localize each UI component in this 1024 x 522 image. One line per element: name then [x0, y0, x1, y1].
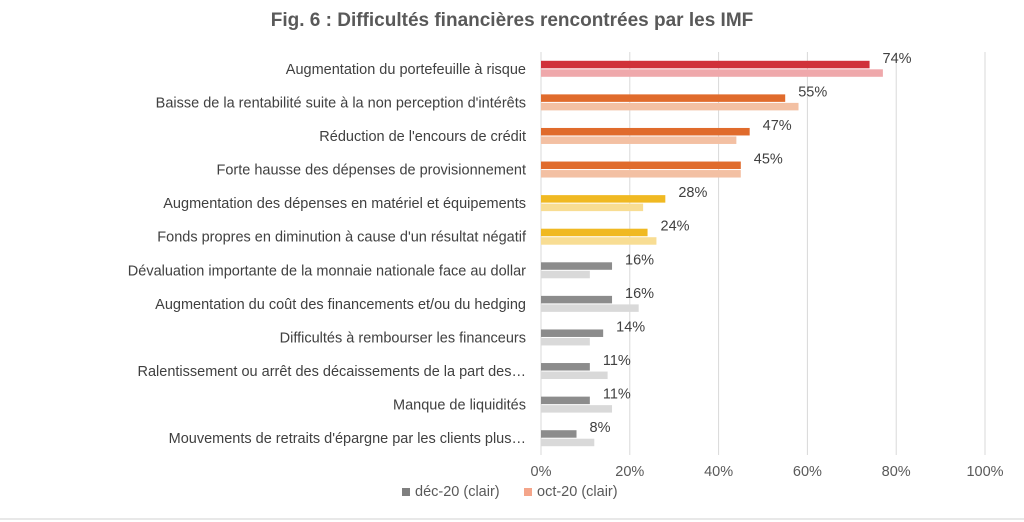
category-label: Difficultés à rembourser les financeurs — [280, 330, 526, 346]
category-label: Augmentation des dépenses en matériel et… — [163, 196, 526, 212]
bar-oct-20 — [541, 237, 657, 245]
category-label: Manque de liquidités — [393, 398, 526, 414]
data-label: 24% — [661, 219, 690, 235]
bar-dec-20 — [541, 127, 750, 136]
bar-dec-20 — [541, 396, 590, 405]
x-tick-label: 20% — [615, 464, 644, 480]
x-tick-label: 0% — [531, 464, 552, 480]
category-label: Forte hausse des dépenses de provisionne… — [216, 163, 526, 179]
category-label: Fonds propres en diminution à cause d'un… — [157, 230, 527, 246]
data-label: 55% — [798, 84, 827, 100]
bar-oct-20 — [541, 304, 639, 312]
bar-dec-20 — [541, 60, 870, 69]
category-label: Augmentation du coût des financements et… — [155, 297, 526, 313]
x-tick-label: 60% — [793, 464, 822, 480]
legend-label-dec-20: déc-20 (clair) — [415, 484, 500, 500]
bar-oct-20 — [541, 69, 883, 77]
bar-oct-20 — [541, 270, 590, 279]
category-label: Ralentissement ou arrêt des décaissement… — [138, 364, 526, 380]
category-label: Baisse de la rentabilité suite à la non … — [156, 95, 526, 111]
bar-oct-20 — [541, 405, 613, 413]
x-tick-label: 40% — [704, 464, 733, 480]
bar-dec-20 — [541, 228, 648, 237]
data-label: 74% — [883, 51, 912, 67]
bar-dec-20 — [541, 94, 786, 102]
data-label: 45% — [754, 152, 783, 168]
category-label: Mouvements de retraits d'épargne par les… — [169, 431, 526, 447]
category-label: Dévaluation importante de la monnaie nat… — [128, 263, 526, 279]
bar-oct-20 — [541, 337, 590, 346]
bar-dec-20 — [541, 363, 590, 371]
category-label: Augmentation du portefeuille à risque — [286, 62, 526, 78]
bar-dec-20 — [541, 430, 577, 438]
x-tick-label: 100% — [966, 464, 1003, 480]
category-label: Réduction de l'encours de crédit — [319, 129, 526, 145]
data-label: 8% — [590, 420, 611, 436]
legend-label-oct-20: oct-20 (clair) — [537, 484, 618, 500]
bar-dec-20 — [541, 195, 666, 203]
data-label: 47% — [763, 118, 792, 134]
bar-oct-20 — [541, 136, 737, 144]
data-label: 11% — [603, 387, 631, 403]
data-label: 11% — [603, 353, 631, 369]
data-label: 28% — [678, 185, 707, 201]
legend-swatch-dec-20 — [402, 488, 410, 496]
bar-dec-20 — [541, 295, 613, 304]
bar-dec-20 — [541, 262, 613, 270]
bar-oct-20 — [541, 371, 608, 380]
data-label: 14% — [616, 319, 645, 335]
bar-dec-20 — [541, 161, 741, 170]
x-tick-label: 80% — [882, 464, 911, 480]
bar-oct-20 — [541, 170, 741, 178]
data-label: 16% — [625, 252, 654, 268]
legend-swatch-oct-20 — [524, 488, 532, 496]
bar-oct-20 — [541, 438, 595, 447]
bar-dec-20 — [541, 329, 604, 337]
chart-title: Fig. 6 : Difficultés financières rencont… — [270, 10, 754, 31]
bar-oct-20 — [541, 102, 799, 111]
data-label: 16% — [625, 286, 654, 302]
bar-oct-20 — [541, 203, 644, 212]
